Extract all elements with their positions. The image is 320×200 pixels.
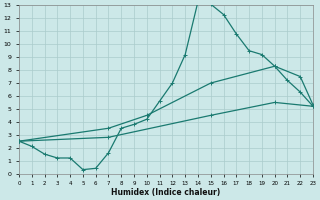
X-axis label: Humidex (Indice chaleur): Humidex (Indice chaleur) (111, 188, 220, 197)
